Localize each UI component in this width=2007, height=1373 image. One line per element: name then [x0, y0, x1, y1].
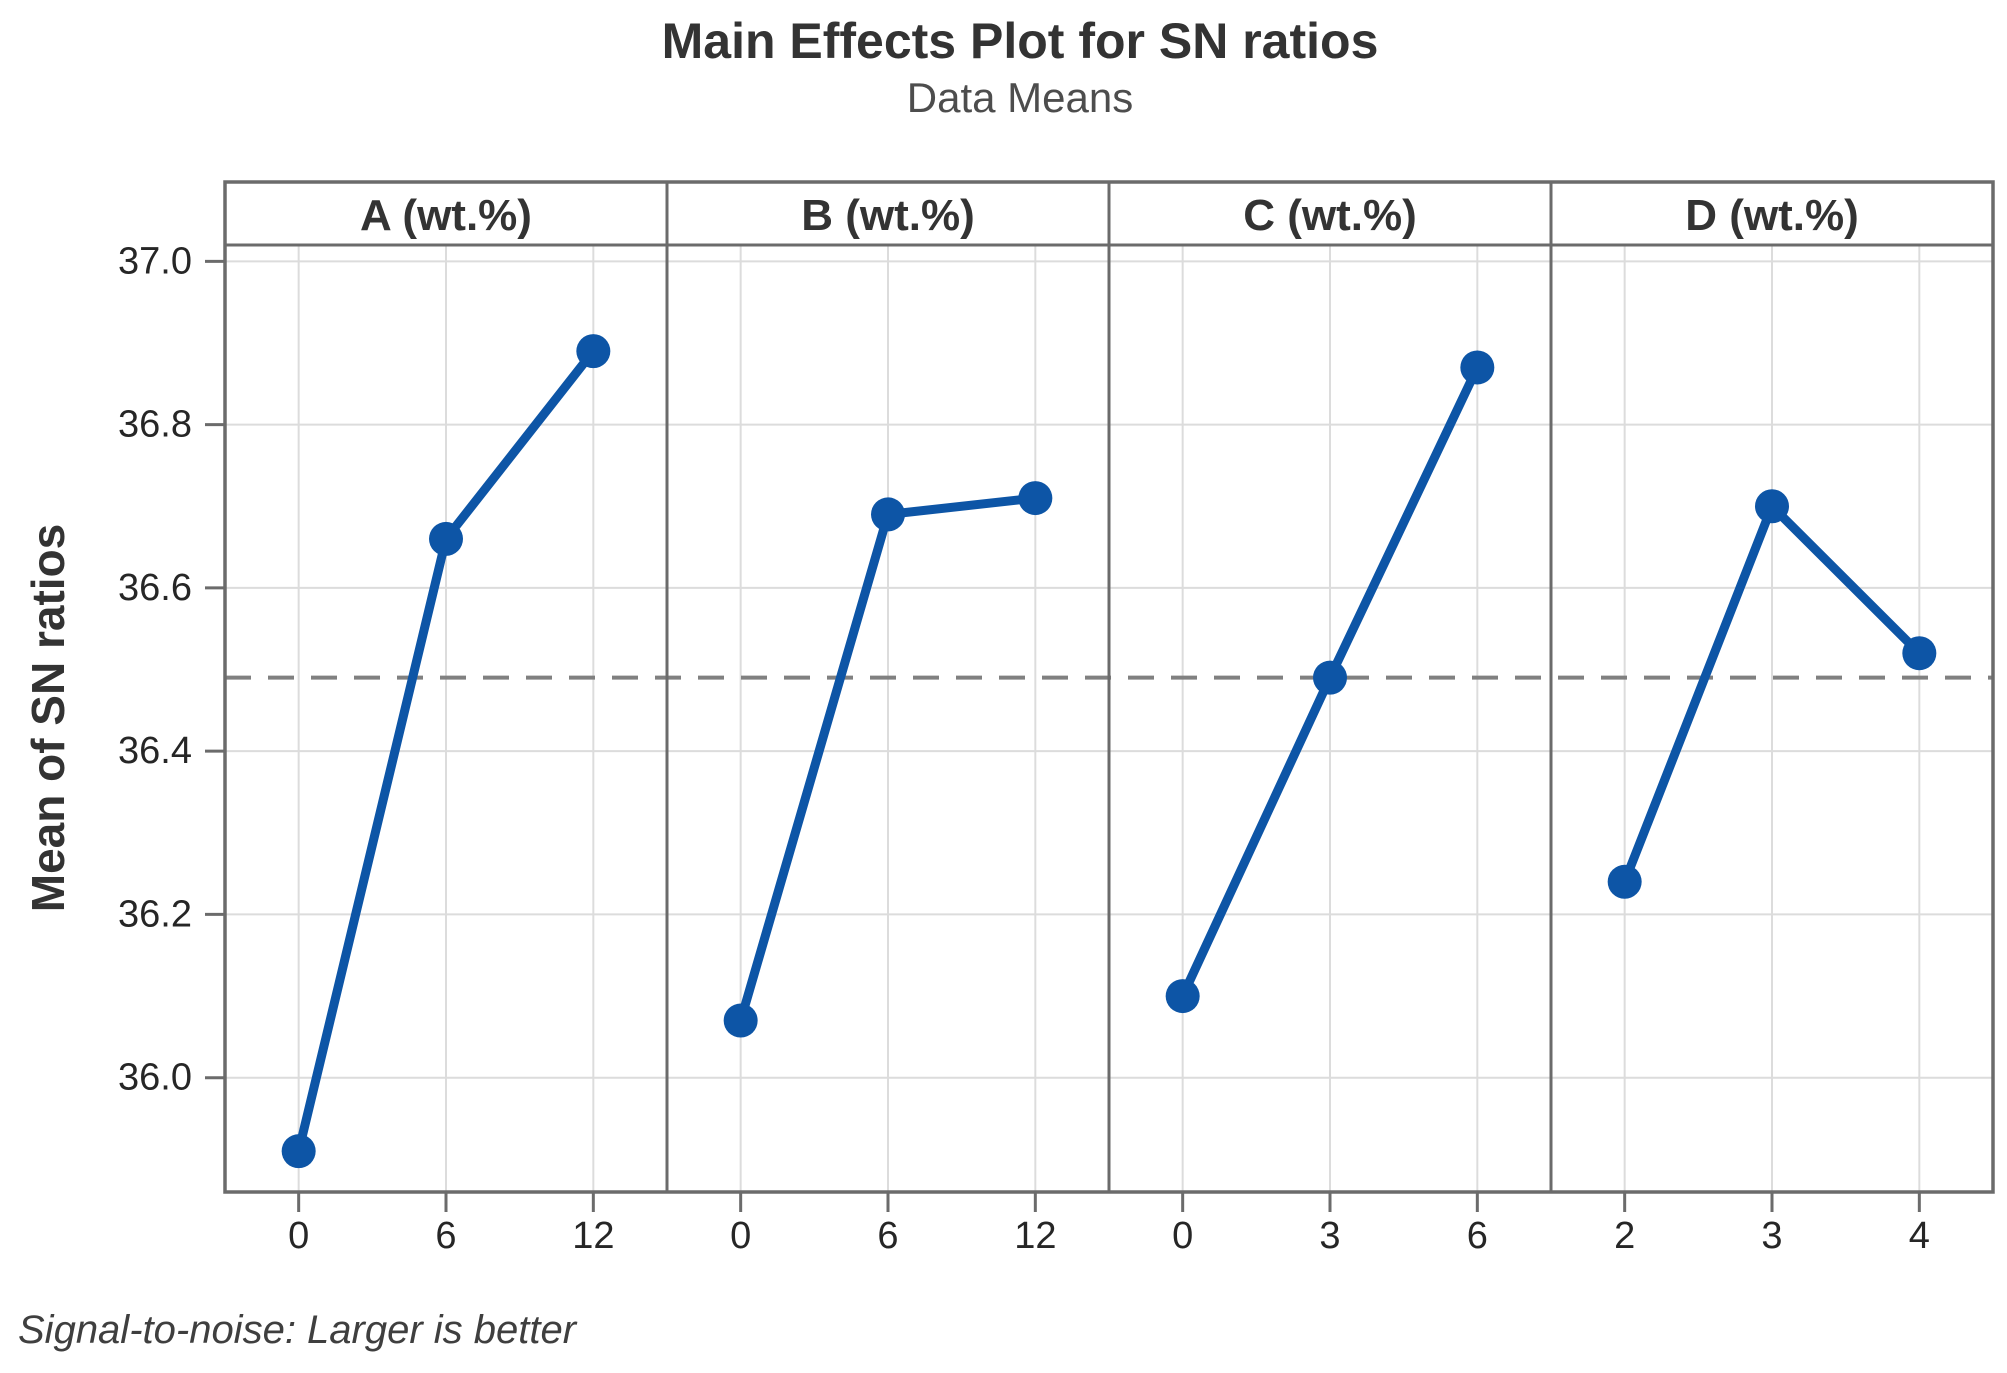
label-layer: 36.0 36.2 36.4 36.6 36.8 37.0 0 6 12 A (wt.%) 0 6 12… — [118, 191, 1930, 1257]
x-tick-label: 0 — [1172, 1215, 1193, 1257]
data-point-marker — [576, 334, 611, 369]
x-tick-label: 12 — [1014, 1215, 1056, 1257]
x-tick-label: 0 — [288, 1215, 309, 1257]
data-point-marker — [1755, 489, 1789, 524]
x-tick-label: 0 — [730, 1215, 751, 1257]
chart-subtitle: Data Means — [907, 74, 1133, 121]
data-point-marker — [871, 497, 905, 532]
data-point-marker — [429, 521, 463, 556]
x-tick-label: 12 — [572, 1215, 614, 1257]
panel-header-label: B (wt.%) — [801, 191, 975, 240]
y-tick-label: 37.0 — [118, 240, 192, 282]
footnote: Signal-to-noise: Larger is better — [18, 1308, 578, 1352]
panel-header-label: C (wt.%) — [1243, 191, 1417, 240]
x-tick-label: 3 — [1319, 1215, 1340, 1257]
series-layer — [281, 334, 1937, 1169]
chart-title: Main Effects Plot for SN ratios — [662, 13, 1379, 69]
frame-layer — [223, 180, 1995, 1194]
data-point-marker — [1460, 350, 1495, 385]
data-point-marker — [1165, 979, 1200, 1014]
y-tick-label: 36.8 — [118, 404, 192, 446]
y-tick-label: 36.4 — [118, 730, 192, 772]
x-tick-label: 6 — [1467, 1215, 1488, 1257]
x-tick-label: 3 — [1761, 1215, 1782, 1257]
y-tick-label: 36.0 — [118, 1057, 192, 1099]
data-point-marker — [1902, 636, 1937, 671]
y-axis-title: Mean of SN ratios — [22, 524, 74, 913]
x-tick-label: 4 — [1909, 1215, 1930, 1257]
data-point-marker — [1607, 864, 1642, 899]
panel-header-label: D (wt.%) — [1685, 191, 1859, 240]
x-tick-label: 6 — [435, 1215, 456, 1257]
data-point-marker — [281, 1134, 316, 1169]
data-point-marker — [1313, 660, 1347, 695]
x-tick-label: 2 — [1614, 1215, 1635, 1257]
y-tick-label: 36.2 — [118, 893, 192, 935]
data-point-marker — [723, 1003, 758, 1038]
x-tick-label: 6 — [877, 1215, 898, 1257]
panel-header-label: A (wt.%) — [360, 191, 532, 240]
y-tick-label: 36.6 — [118, 567, 192, 609]
data-point-marker — [1018, 481, 1053, 516]
